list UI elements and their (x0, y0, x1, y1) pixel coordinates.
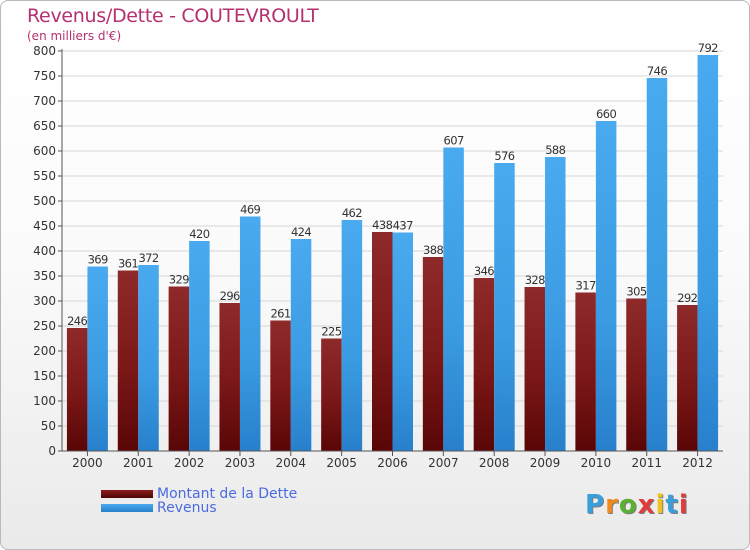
x-tick-label: 2000 (72, 456, 103, 470)
data-label-dette: 328 (525, 273, 545, 287)
y-tick-label: 700 (33, 94, 56, 108)
proxiti-logo: Proxiti (585, 490, 689, 520)
bar-dette (422, 257, 444, 451)
y-tick-label: 750 (33, 69, 56, 83)
legend-swatch-dette (101, 490, 153, 498)
bar-revenus (697, 55, 719, 451)
data-label-revenus: 469 (240, 203, 260, 217)
logo-letter: i (655, 490, 666, 520)
y-tick-label: 600 (33, 144, 56, 158)
logo-letter: i (678, 490, 689, 520)
y-tick-label: 0 (48, 444, 56, 458)
bar-dette (219, 303, 240, 451)
x-tick-label: 2001 (123, 456, 154, 470)
data-label-revenus: 660 (596, 107, 616, 121)
y-tick-label: 650 (33, 119, 56, 133)
bar-revenus (392, 232, 413, 451)
x-tick-label: 2006 (377, 456, 408, 470)
logo-letter: t (665, 490, 679, 520)
data-label-dette: 296 (220, 289, 240, 303)
data-label-revenus: 437 (393, 219, 413, 233)
bar-dette (270, 320, 291, 451)
logo-letter: r (605, 490, 619, 520)
y-tick-label: 50 (41, 419, 56, 433)
data-label-dette: 346 (474, 264, 494, 278)
data-label-dette: 329 (169, 273, 189, 287)
bar-revenus (595, 121, 617, 451)
legend-label-dette: Montant de la Dette (157, 486, 298, 502)
y-tick-label: 500 (33, 194, 56, 208)
data-label-dette: 438 (372, 218, 392, 232)
y-tick-label: 550 (33, 169, 56, 183)
bar-revenus (87, 266, 108, 451)
bar-dette (473, 278, 495, 451)
legend-swatch-revenus (101, 504, 153, 512)
data-label-revenus: 462 (342, 206, 362, 220)
logo-letter: P (585, 490, 606, 520)
bar-revenus (138, 265, 159, 451)
data-label-revenus: 576 (494, 149, 514, 163)
data-label-dette: 305 (626, 285, 646, 299)
data-label-dette: 225 (321, 325, 341, 339)
bar-dette (66, 328, 88, 451)
x-tick-label: 2011 (631, 456, 662, 470)
bar-revenus (646, 78, 668, 451)
bar-revenus (239, 216, 261, 451)
bar-dette (168, 286, 190, 451)
legend-label-revenus: Revenus (157, 500, 217, 516)
y-tick-label: 350 (33, 269, 56, 283)
bar-dette (575, 292, 596, 451)
x-tick-label: 2010 (581, 456, 612, 470)
data-label-revenus: 369 (88, 253, 108, 267)
x-tick-label: 2012 (682, 456, 713, 470)
bar-revenus (189, 241, 210, 451)
data-label-revenus: 424 (291, 225, 311, 239)
data-label-revenus: 746 (647, 64, 667, 78)
data-label-revenus: 607 (444, 134, 464, 148)
bar-dette (117, 270, 139, 451)
y-tick-label: 100 (33, 394, 56, 408)
bar-revenus (494, 163, 515, 451)
bar-revenus (290, 239, 312, 451)
y-tick-label: 450 (33, 219, 56, 233)
bar-dette (524, 287, 546, 451)
data-label-revenus: 792 (698, 41, 718, 55)
x-tick-label: 2007 (428, 456, 459, 470)
chart-subtitle: (en milliers d'€) (27, 29, 122, 43)
x-tick-label: 2002 (174, 456, 205, 470)
y-tick-label: 250 (33, 319, 56, 333)
data-label-dette: 292 (677, 291, 697, 305)
data-label-revenus: 420 (189, 227, 209, 241)
bar-dette (321, 338, 342, 451)
logo-letter: x (637, 490, 656, 520)
data-label-revenus: 588 (545, 143, 565, 157)
x-tick-label: 2004 (276, 456, 307, 470)
data-label-dette: 317 (576, 279, 596, 293)
data-label-dette: 361 (118, 257, 138, 271)
bar-revenus (341, 220, 363, 451)
bar-dette (372, 232, 393, 451)
bar-dette (626, 298, 647, 451)
x-tick-label: 2003 (225, 456, 256, 470)
bar-revenus (545, 157, 566, 451)
bar-revenus (443, 147, 464, 451)
x-tick-label: 2005 (326, 456, 357, 470)
data-label-dette: 246 (67, 314, 87, 328)
y-tick-label: 200 (33, 344, 56, 358)
y-tick-label: 800 (33, 44, 56, 58)
x-tick-label: 2009 (530, 456, 561, 470)
y-tick-label: 400 (33, 244, 56, 258)
x-tick-label: 2008 (479, 456, 510, 470)
data-label-revenus: 372 (138, 251, 158, 265)
y-tick-label: 300 (33, 294, 56, 308)
y-tick-label: 150 (33, 369, 56, 383)
data-label-dette: 261 (270, 307, 290, 321)
bar-dette (677, 305, 698, 451)
data-label-dette: 388 (423, 243, 443, 257)
chart-title: Revenus/Dette - COUTEVROULT (27, 5, 319, 27)
logo-letter: o (618, 490, 638, 520)
